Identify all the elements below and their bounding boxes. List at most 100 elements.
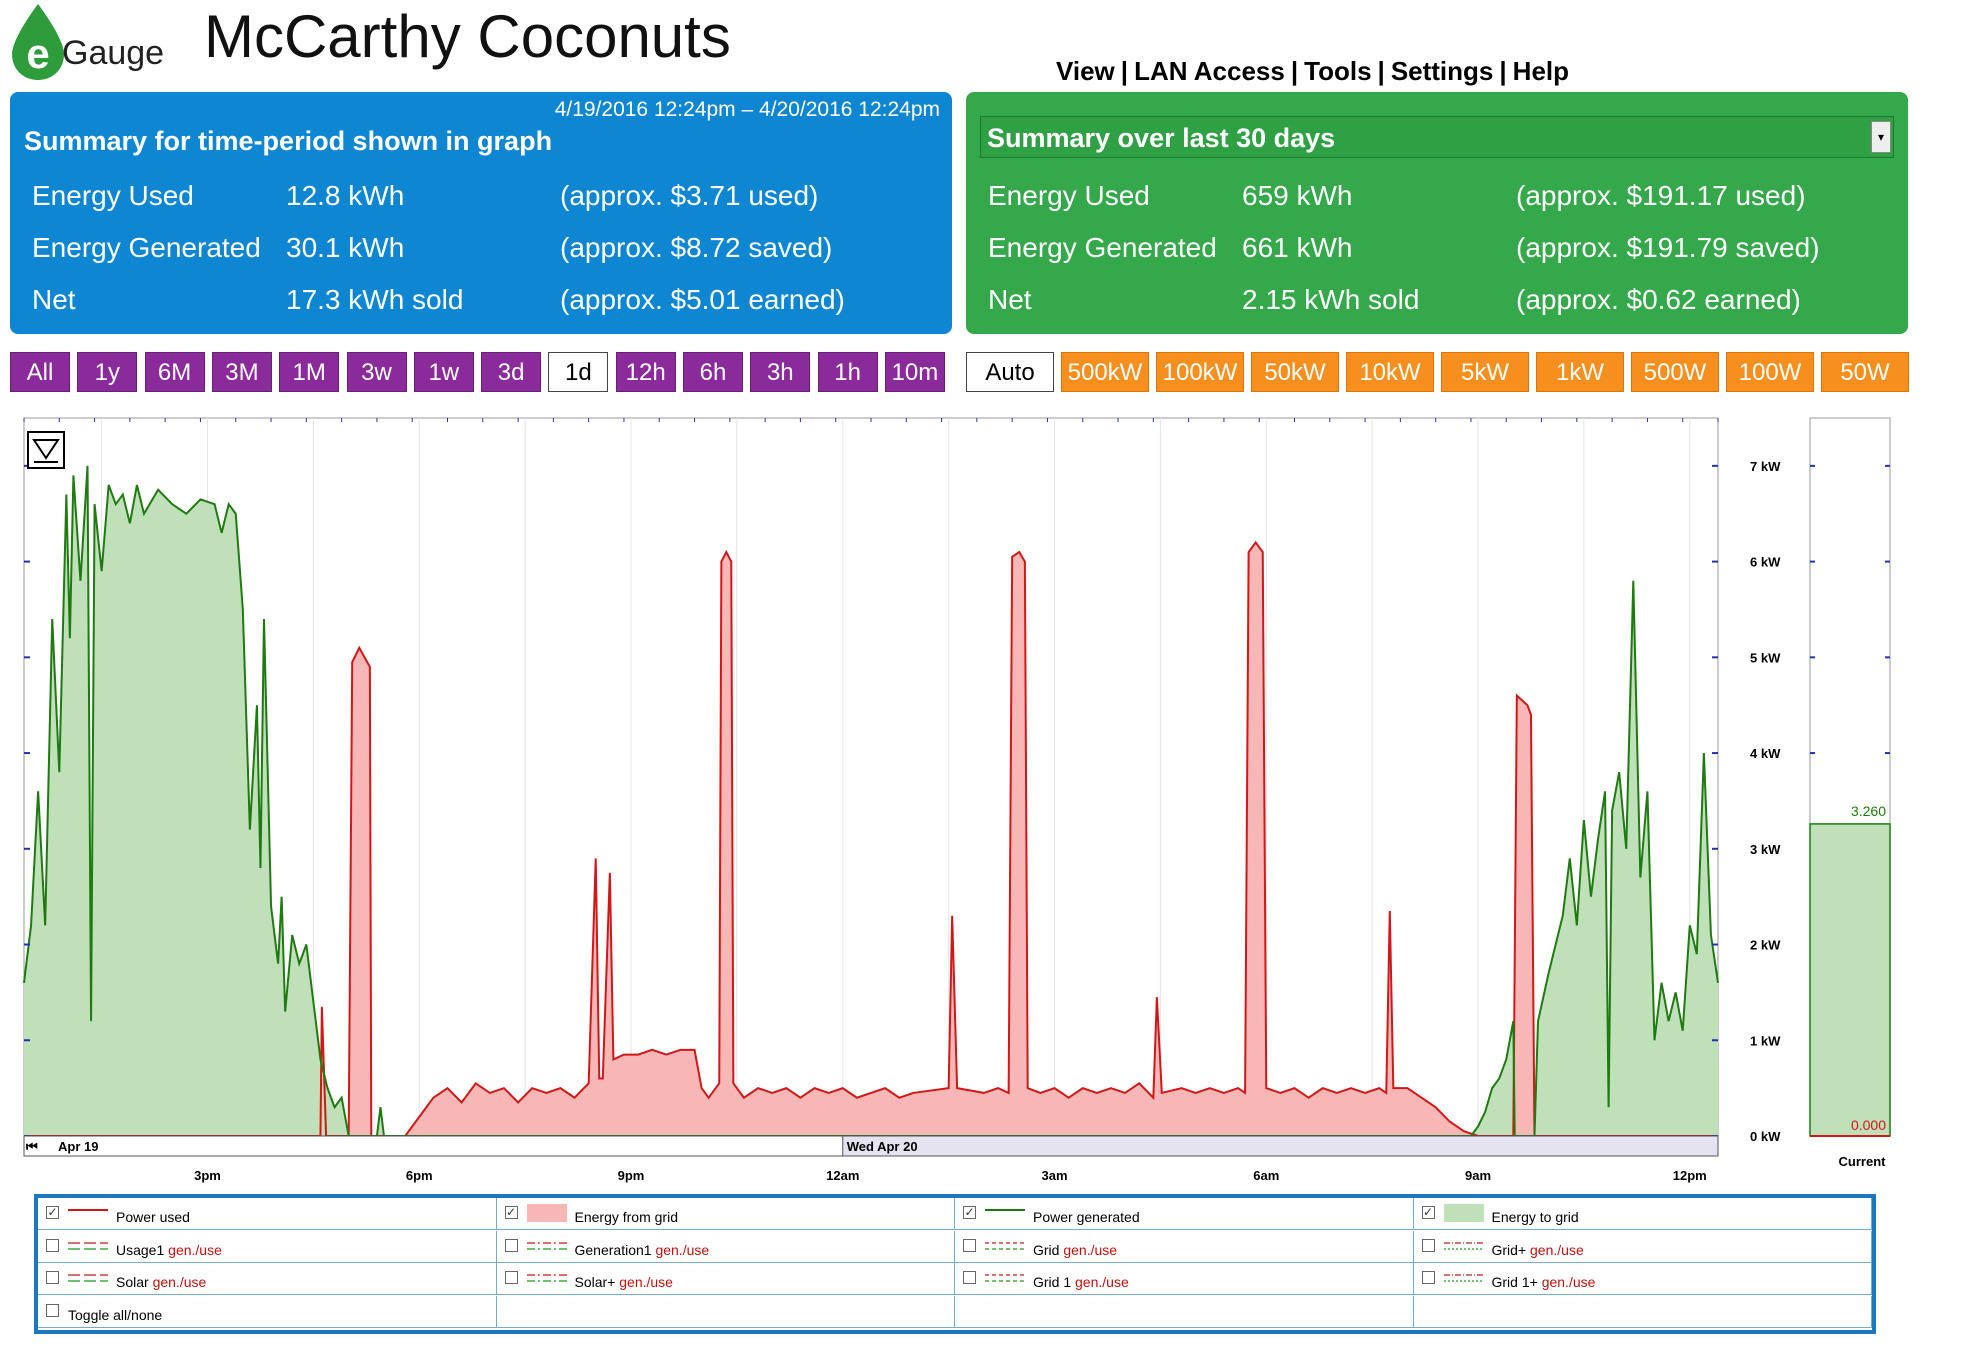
legend-checkbox[interactable]: ✓ — [1421, 1205, 1435, 1219]
date-marker-label: Apr 19 — [58, 1139, 98, 1154]
legend-empty-cell — [955, 1295, 1414, 1328]
legend-label-text: Grid 1+ — [1491, 1274, 1538, 1290]
legend-item: Grid 1 gen./use — [955, 1263, 1414, 1295]
scale-button-5kw[interactable]: 5kW — [1441, 352, 1529, 392]
range-button-6m[interactable]: 6M — [144, 352, 205, 392]
range-button-3d[interactable]: 3d — [481, 352, 542, 392]
y-tick-label: 7 kW — [1750, 459, 1781, 474]
nav-tools[interactable]: Tools — [1304, 56, 1372, 86]
legend-label-text: Grid+ — [1491, 1241, 1527, 1258]
nav-lan-access[interactable]: LAN Access — [1134, 56, 1285, 86]
legend-gen-use-link[interactable]: gen./use — [1075, 1274, 1129, 1290]
row-value: 30.1 kWh — [286, 232, 405, 263]
y-tick-label: 4 kW — [1750, 746, 1781, 761]
legend-swatch — [68, 1209, 108, 1211]
range-button-1w[interactable]: 1w — [413, 352, 474, 392]
scale-button-100w[interactable]: 100W — [1726, 352, 1814, 392]
first-page-icon[interactable]: ⏮ — [26, 1139, 38, 1154]
legend-label: Solar gen./use — [116, 1274, 206, 1290]
legend-gen-use-link[interactable]: gen./use — [1541, 1274, 1596, 1290]
nav-settings[interactable]: Settings — [1390, 56, 1494, 86]
legend-checkbox[interactable] — [46, 1238, 59, 1252]
nav-view[interactable]: View — [1056, 56, 1115, 86]
range-button-all[interactable]: All — [10, 352, 70, 392]
legend-checkbox[interactable] — [1421, 1271, 1435, 1284]
range-button-1m[interactable]: 1M — [279, 352, 340, 392]
current-generated-bar — [1809, 823, 1891, 1137]
legend-checkbox[interactable]: ✓ — [504, 1205, 518, 1219]
scale-button-1kw[interactable]: 1kW — [1536, 352, 1624, 392]
legend-gen-use-link[interactable]: gen./use — [168, 1241, 222, 1258]
scale-button-50kw[interactable]: 50kW — [1251, 352, 1339, 392]
toggle-all-checkbox[interactable] — [46, 1303, 59, 1317]
legend-swatch — [526, 1241, 567, 1250]
legend-item: Grid gen./use — [955, 1230, 1414, 1263]
legend-checkbox[interactable] — [504, 1271, 518, 1284]
legend-empty-cell — [496, 1295, 955, 1328]
scale-button-50w[interactable]: 50W — [1821, 352, 1909, 392]
toggle-all-label: Toggle all/none — [68, 1306, 163, 1323]
legend-checkbox[interactable] — [963, 1238, 976, 1252]
legend-swatch — [526, 1204, 567, 1222]
scale-button-500w[interactable]: 500W — [1631, 352, 1719, 392]
y-tick-label: 0 kW — [1750, 1129, 1781, 1144]
range-select-value: Summary over last 30 days — [987, 123, 1336, 153]
range-button-3h[interactable]: 3h — [750, 352, 811, 392]
date-marker-label: Wed Apr 20 — [847, 1139, 918, 1154]
row-value: 659 kWh — [1242, 180, 1353, 211]
legend-label-text: Solar+ — [574, 1274, 616, 1290]
top-nav: View | LAN Access | Tools | Settings | Help — [1056, 56, 1569, 87]
row-note: (approx. $191.17 used) — [1516, 180, 1806, 211]
range-button-1h[interactable]: 1h — [817, 352, 878, 392]
legend-checkbox[interactable] — [504, 1238, 518, 1252]
legend-checkbox[interactable] — [1421, 1238, 1435, 1252]
range-button-10m[interactable]: 10m — [884, 352, 945, 392]
legend-gen-use-link[interactable]: gen./use — [619, 1274, 673, 1290]
nav-separator: | — [1120, 56, 1129, 86]
power-chart[interactable]: 0 kW 1 kW 2 kW 3 kW 4 kW 5 kW 6 kW 7 kW ⏮ Apr 19 W… — [0, 410, 1964, 1190]
range-button-12h[interactable]: 12h — [615, 352, 676, 392]
row-label: Energy Used — [32, 180, 194, 211]
legend-empty-cell — [1413, 1295, 1872, 1328]
x-tick-label: 9pm — [618, 1168, 645, 1183]
legend-checkbox[interactable]: ✓ — [46, 1205, 59, 1219]
nav-help[interactable]: Help — [1512, 56, 1570, 86]
range-button-6h[interactable]: 6h — [683, 352, 743, 392]
range-button-1d[interactable]: 1d — [548, 352, 609, 392]
scale-button-10kw[interactable]: 10kW — [1346, 352, 1434, 392]
current-used-value: 0.000 — [1851, 1117, 1886, 1133]
range-button-1y[interactable]: 1y — [77, 352, 138, 392]
row-value: 661 kWh — [1242, 232, 1353, 263]
legend-checkbox[interactable] — [46, 1271, 59, 1284]
legend-swatch — [1443, 1204, 1484, 1222]
scale-button-100kw[interactable]: 100kW — [1156, 352, 1244, 392]
row-note: (approx. $0.62 earned) — [1516, 284, 1801, 315]
row-note: (approx. $8.72 saved) — [560, 232, 833, 263]
legend-label: Grid 1+ gen./use — [1492, 1274, 1596, 1290]
legend-gen-use-link[interactable]: gen./use — [655, 1241, 710, 1258]
scale-button-auto[interactable]: Auto — [966, 352, 1054, 392]
date-band-next-day — [842, 1135, 1719, 1157]
range-button-3w[interactable]: 3w — [346, 352, 407, 392]
legend-gen-use-link[interactable]: gen./use — [1063, 1241, 1118, 1258]
legend-checkbox[interactable]: ✓ — [963, 1205, 976, 1219]
legend-checkbox[interactable] — [963, 1271, 976, 1284]
x-tick-label: 3pm — [194, 1168, 221, 1183]
x-tick-label: 6pm — [406, 1168, 433, 1183]
row-note: (approx. $191.79 saved) — [1516, 232, 1820, 263]
legend-gen-use-link[interactable]: gen./use — [1530, 1241, 1584, 1258]
legend-label: Power used — [116, 1209, 190, 1225]
energy-from-grid-area — [24, 542, 1718, 1136]
row-value: 2.15 kWh sold — [1242, 284, 1420, 315]
legend-swatch — [985, 1241, 1025, 1250]
nav-separator: | — [1499, 56, 1507, 86]
scale-button-500kw[interactable]: 500kW — [1061, 352, 1149, 392]
range-button-3m[interactable]: 3M — [211, 352, 272, 392]
summary-30day-panel: Summary over last 30 days ▾ Energy Used … — [966, 92, 1908, 334]
legend-label: Grid+ gen./use — [1492, 1242, 1584, 1258]
summary-range-select[interactable]: Summary over last 30 days ▾ — [980, 116, 1894, 158]
chevron-down-icon[interactable]: ▾ — [1871, 121, 1891, 153]
period-range: 4/19/2016 12:24pm – 4/20/2016 12:24pm — [554, 98, 940, 121]
legend-toggle-all[interactable]: Toggle all/none — [38, 1295, 497, 1328]
legend-gen-use-link[interactable]: gen./use — [152, 1274, 207, 1290]
